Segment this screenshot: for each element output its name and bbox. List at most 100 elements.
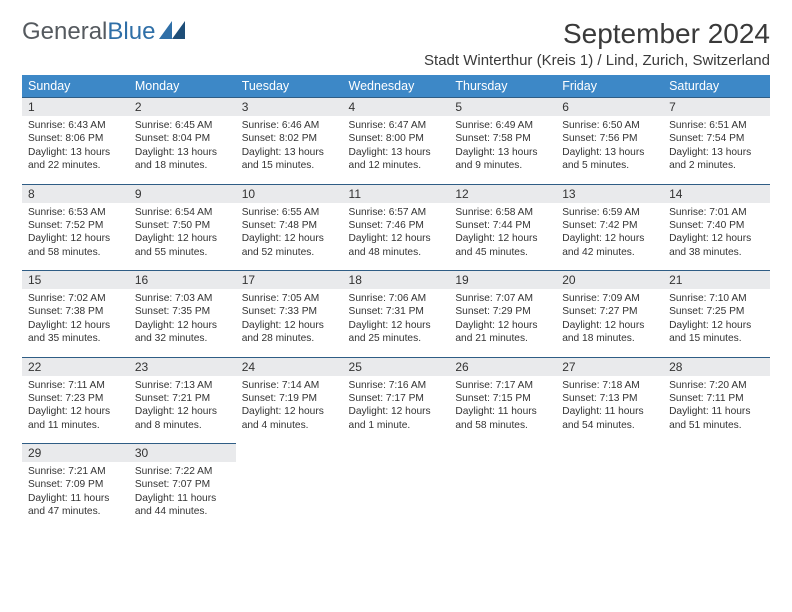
daylight-text-2: and 21 minutes.: [455, 332, 550, 345]
daylight-text-1: Daylight: 11 hours: [669, 405, 764, 418]
weekday-header: Saturday: [663, 75, 770, 98]
sunset-text: Sunset: 7:48 PM: [242, 219, 337, 232]
sunrise-text: Sunrise: 6:50 AM: [562, 119, 657, 132]
daylight-text-2: and 15 minutes.: [242, 159, 337, 172]
day-number-cell: 11: [343, 184, 450, 203]
day-number-cell: 20: [556, 271, 663, 290]
day-details-cell: Sunrise: 6:47 AMSunset: 8:00 PMDaylight:…: [343, 116, 450, 184]
sunrise-text: Sunrise: 7:13 AM: [135, 379, 230, 392]
daylight-text-1: Daylight: 12 hours: [135, 405, 230, 418]
sunrise-text: Sunrise: 7:22 AM: [135, 465, 230, 478]
daylight-text-2: and 18 minutes.: [135, 159, 230, 172]
weekday-header: Monday: [129, 75, 236, 98]
day-number-cell: 10: [236, 184, 343, 203]
sunset-text: Sunset: 8:04 PM: [135, 132, 230, 145]
sunrise-text: Sunrise: 6:49 AM: [455, 119, 550, 132]
sunset-text: Sunset: 7:23 PM: [28, 392, 123, 405]
day-details-cell: Sunrise: 7:20 AMSunset: 7:11 PMDaylight:…: [663, 376, 770, 444]
day-number-cell: 24: [236, 357, 343, 376]
sunset-text: Sunset: 7:54 PM: [669, 132, 764, 145]
sunset-text: Sunset: 7:58 PM: [455, 132, 550, 145]
daylight-text-1: Daylight: 13 hours: [669, 146, 764, 159]
day-number-cell: 23: [129, 357, 236, 376]
daylight-text-2: and 42 minutes.: [562, 246, 657, 259]
daylight-text-1: Daylight: 11 hours: [455, 405, 550, 418]
sunrise-text: Sunrise: 6:58 AM: [455, 206, 550, 219]
day-number-cell: 14: [663, 184, 770, 203]
sunset-text: Sunset: 8:00 PM: [349, 132, 444, 145]
sunset-text: Sunset: 7:33 PM: [242, 305, 337, 318]
sunrise-text: Sunrise: 7:07 AM: [455, 292, 550, 305]
day-details-cell: Sunrise: 6:43 AMSunset: 8:06 PMDaylight:…: [22, 116, 129, 184]
daylight-text-1: Daylight: 12 hours: [455, 232, 550, 245]
sunset-text: Sunset: 7:19 PM: [242, 392, 337, 405]
sunrise-text: Sunrise: 7:02 AM: [28, 292, 123, 305]
day-number-row: 15161718192021: [22, 271, 770, 290]
weekday-header: Thursday: [449, 75, 556, 98]
day-details-cell: Sunrise: 6:53 AMSunset: 7:52 PMDaylight:…: [22, 203, 129, 271]
daylight-text-2: and 18 minutes.: [562, 332, 657, 345]
day-details-cell: Sunrise: 7:10 AMSunset: 7:25 PMDaylight:…: [663, 289, 770, 357]
daylight-text-2: and 28 minutes.: [242, 332, 337, 345]
day-details-cell: Sunrise: 7:16 AMSunset: 7:17 PMDaylight:…: [343, 376, 450, 444]
day-number-cell: 7: [663, 98, 770, 117]
brand-name-b: Blue: [107, 18, 155, 46]
day-number-cell: 8: [22, 184, 129, 203]
daylight-text-2: and 47 minutes.: [28, 505, 123, 518]
day-details-cell: [236, 462, 343, 530]
day-details-cell: Sunrise: 6:54 AMSunset: 7:50 PMDaylight:…: [129, 203, 236, 271]
weekday-header: Tuesday: [236, 75, 343, 98]
daylight-text-2: and 55 minutes.: [135, 246, 230, 259]
sunset-text: Sunset: 7:31 PM: [349, 305, 444, 318]
day-number-cell: 19: [449, 271, 556, 290]
daylight-text-1: Daylight: 12 hours: [455, 319, 550, 332]
daylight-text-2: and 44 minutes.: [135, 505, 230, 518]
sunset-text: Sunset: 7:46 PM: [349, 219, 444, 232]
daylight-text-1: Daylight: 13 hours: [349, 146, 444, 159]
weekday-header-row: Sunday Monday Tuesday Wednesday Thursday…: [22, 75, 770, 98]
day-details-cell: Sunrise: 7:22 AMSunset: 7:07 PMDaylight:…: [129, 462, 236, 530]
daylight-text-2: and 1 minute.: [349, 419, 444, 432]
sunrise-text: Sunrise: 7:01 AM: [669, 206, 764, 219]
day-details-row: Sunrise: 7:21 AMSunset: 7:09 PMDaylight:…: [22, 462, 770, 530]
daylight-text-2: and 11 minutes.: [28, 419, 123, 432]
daylight-text-1: Daylight: 12 hours: [242, 405, 337, 418]
sunrise-text: Sunrise: 7:18 AM: [562, 379, 657, 392]
daylight-text-1: Daylight: 12 hours: [135, 232, 230, 245]
day-number-cell: 4: [343, 98, 450, 117]
sunrise-text: Sunrise: 6:45 AM: [135, 119, 230, 132]
day-details-row: Sunrise: 7:02 AMSunset: 7:38 PMDaylight:…: [22, 289, 770, 357]
day-details-cell: Sunrise: 7:13 AMSunset: 7:21 PMDaylight:…: [129, 376, 236, 444]
sunrise-text: Sunrise: 6:57 AM: [349, 206, 444, 219]
daylight-text-2: and 2 minutes.: [669, 159, 764, 172]
day-details-cell: Sunrise: 7:02 AMSunset: 7:38 PMDaylight:…: [22, 289, 129, 357]
day-details-cell: Sunrise: 6:55 AMSunset: 7:48 PMDaylight:…: [236, 203, 343, 271]
brand-name-a: General: [22, 18, 107, 46]
daylight-text-2: and 22 minutes.: [28, 159, 123, 172]
daylight-text-1: Daylight: 12 hours: [562, 319, 657, 332]
day-number-cell: [343, 444, 450, 463]
day-number-cell: 12: [449, 184, 556, 203]
sunrise-text: Sunrise: 7:17 AM: [455, 379, 550, 392]
sunset-text: Sunset: 7:40 PM: [669, 219, 764, 232]
sunset-text: Sunset: 7:25 PM: [669, 305, 764, 318]
sunrise-text: Sunrise: 7:10 AM: [669, 292, 764, 305]
title-block: September 2024 Stadt Winterthur (Kreis 1…: [424, 18, 770, 69]
day-number-cell: 18: [343, 271, 450, 290]
day-number-cell: 9: [129, 184, 236, 203]
daylight-text-2: and 15 minutes.: [669, 332, 764, 345]
day-details-cell: Sunrise: 6:57 AMSunset: 7:46 PMDaylight:…: [343, 203, 450, 271]
daylight-text-1: Daylight: 12 hours: [562, 232, 657, 245]
daylight-text-2: and 52 minutes.: [242, 246, 337, 259]
sunrise-text: Sunrise: 6:43 AM: [28, 119, 123, 132]
daylight-text-2: and 51 minutes.: [669, 419, 764, 432]
daylight-text-2: and 12 minutes.: [349, 159, 444, 172]
sunset-text: Sunset: 7:13 PM: [562, 392, 657, 405]
daylight-text-1: Daylight: 12 hours: [242, 319, 337, 332]
sunset-text: Sunset: 7:15 PM: [455, 392, 550, 405]
day-number-cell: 21: [663, 271, 770, 290]
day-details-cell: [663, 462, 770, 530]
day-details-row: Sunrise: 6:43 AMSunset: 8:06 PMDaylight:…: [22, 116, 770, 184]
day-details-cell: [449, 462, 556, 530]
sunrise-text: Sunrise: 7:20 AM: [669, 379, 764, 392]
